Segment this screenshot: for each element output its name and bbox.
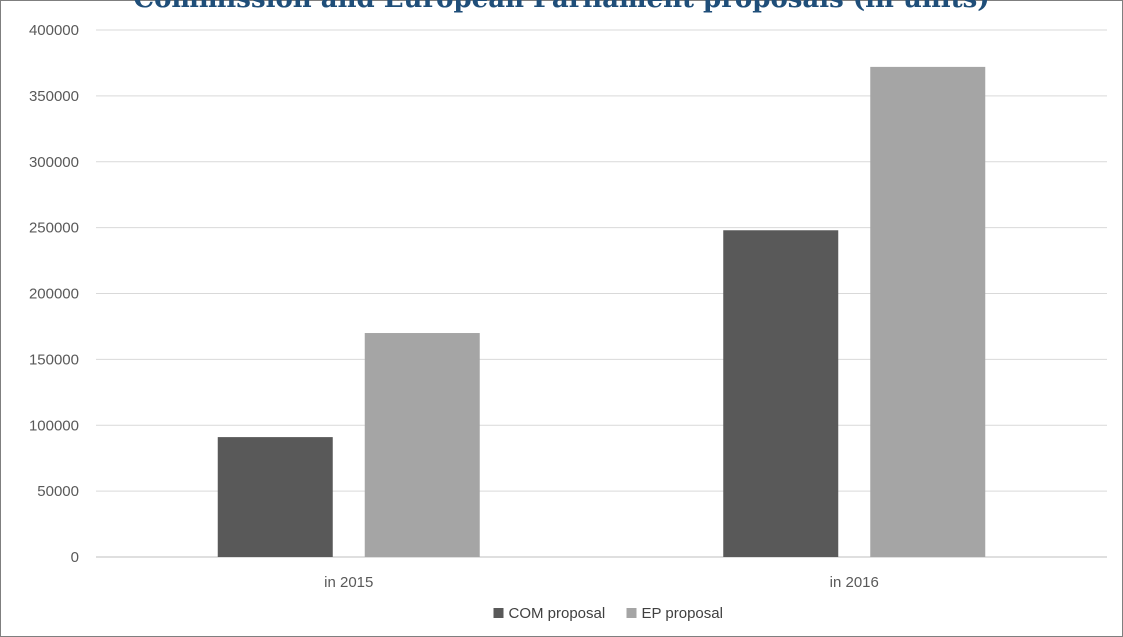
bar-com-1	[723, 230, 839, 557]
y-tick-label: 250000	[29, 220, 79, 237]
y-tick-label: 400000	[29, 22, 79, 39]
bar-ep-0	[364, 333, 480, 557]
legend-swatch	[626, 608, 637, 618]
legend-swatch	[493, 608, 504, 618]
legend-label: EP proposal	[642, 605, 723, 622]
y-tick-label: 200000	[29, 286, 79, 303]
x-tick-label: in 2016	[830, 574, 879, 591]
bar-ep-1	[870, 66, 986, 557]
x-tick-label: in 2015	[324, 574, 373, 591]
y-tick-label: 150000	[29, 351, 79, 368]
y-tick-label: 300000	[29, 154, 79, 171]
y-tick-label: 350000	[29, 88, 79, 105]
legend-label: COM proposal	[509, 605, 606, 622]
y-tick-label: 100000	[29, 417, 79, 434]
chart-title: Commission and European Parliament propo…	[1, 0, 1122, 14]
bar-com-0	[217, 437, 333, 557]
y-tick-label: 50000	[37, 483, 79, 500]
y-tick-label: 0	[71, 549, 79, 566]
